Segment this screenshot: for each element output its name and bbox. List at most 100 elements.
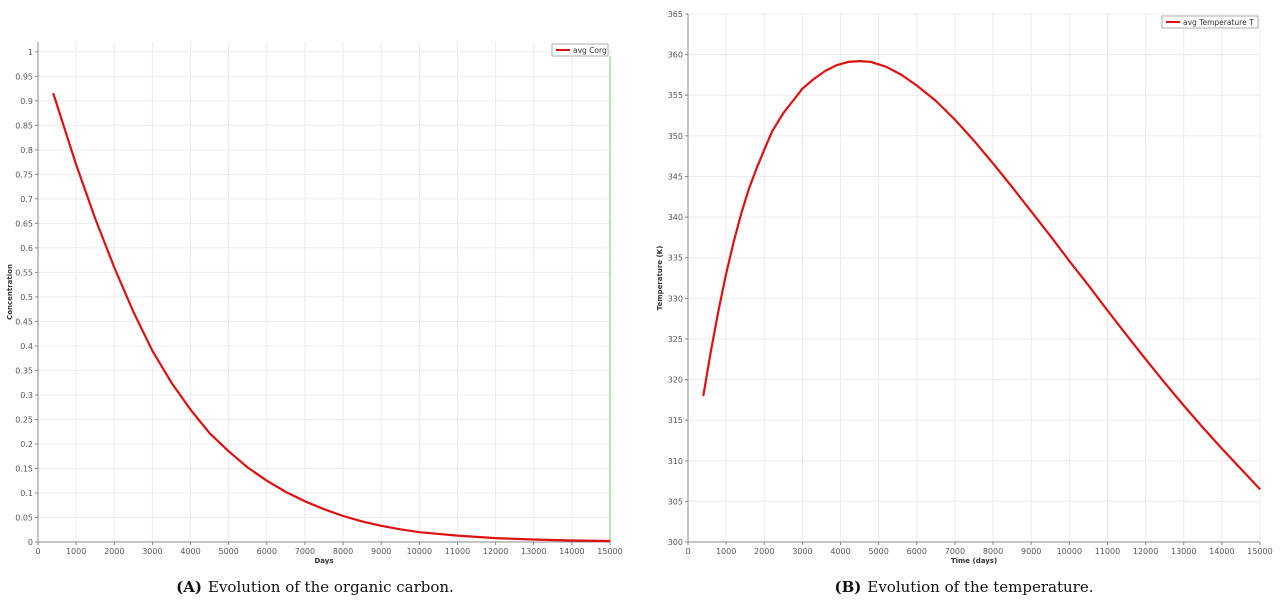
chart-a-y-tick-label: 0.3: [20, 391, 33, 400]
chart-b-data-point: [1106, 309, 1109, 312]
chart-b-data-point: [954, 119, 956, 121]
chart-b-data-point: [1030, 210, 1032, 212]
chart-a-y-tick-label: 0.45: [15, 317, 33, 326]
caption-b: (B) Evolution of the temperature.: [835, 578, 1094, 596]
chart-a-x-tick-label: 8000: [333, 547, 353, 556]
chart-b-data-point: [935, 100, 937, 102]
caption-a: (A) Evolution of the organic carbon.: [176, 578, 454, 596]
chart-a-x-tick-label: 3000: [142, 547, 162, 556]
chart-b-data-point: [1125, 334, 1128, 336]
chart-b-x-tick-label: 15000: [1247, 547, 1272, 556]
chart-a-data-point: [418, 531, 420, 533]
chart-a-x-tick-label: 13000: [521, 547, 546, 556]
chart-a-series-line: [52, 93, 611, 543]
chart-b-y-tick-label: 345: [668, 172, 683, 181]
chart-a-data-point: [399, 528, 401, 530]
chart-a-x-tick-label: 14000: [559, 547, 584, 556]
chart-a-legend-label: avg Corg: [573, 46, 607, 55]
chart-a-data-point: [209, 432, 211, 434]
chart-b-series-line: [702, 60, 1261, 490]
chart-b-x-tick-label: 3000: [792, 547, 812, 556]
chart-b-data-point: [1011, 186, 1013, 188]
chart-a-y-tick-label: 0.95: [15, 72, 33, 81]
chart-a-y-tick-label: 0.6: [20, 244, 33, 253]
chart-b-data-point: [1068, 260, 1070, 262]
chart-a-data-point: [285, 491, 287, 493]
chart-b-data-point: [740, 212, 742, 214]
chart-b-data-point: [824, 70, 826, 72]
chart-b-x-tick-label: 1000: [716, 547, 736, 556]
chart-b-data-point: [900, 74, 903, 76]
chart-a-y-tick-label: 0.15: [15, 464, 33, 473]
chart-b-data-point: [1164, 382, 1166, 384]
chart-b-data-point: [717, 309, 720, 312]
chart-b-y-tick-label: 360: [668, 51, 683, 60]
chart-b-x-tick-label: 9000: [1021, 547, 1041, 556]
chart-a-x-tick-label: 4000: [180, 547, 200, 556]
chart-b-y-tick-label: 305: [668, 497, 683, 506]
chart-b-data-point: [813, 78, 815, 80]
chart-b-data-point: [756, 167, 758, 169]
chart-a-x-tick-label: 15000: [597, 547, 622, 556]
chart-b-data-point: [847, 61, 849, 63]
chart-b-data-point: [973, 140, 975, 142]
chart-a-x-tick-label: 5000: [218, 547, 238, 556]
chart-a-data-point: [342, 515, 344, 517]
chart-b-data-point: [870, 61, 872, 63]
chart-a-data-point: [151, 350, 153, 352]
chart-b-data-point: [885, 66, 887, 68]
caption-a-tag: (A): [176, 578, 202, 596]
chart-b-y-tick-label: 310: [668, 457, 683, 466]
chart-a-y-tick-label: 0.25: [15, 415, 33, 424]
chart-b-data-point: [1259, 488, 1261, 490]
chart-b-data-point: [801, 88, 804, 90]
chart-a-data-point: [456, 535, 459, 537]
chart-a-data-point: [247, 466, 249, 469]
chart-b-data-point: [794, 97, 796, 100]
chart-a-x-tick-label: 7000: [295, 547, 315, 556]
chart-a-x-axis-title: Days: [314, 557, 333, 565]
chart-panel-a: 0 1000 2000 3000 4000 5000 6000 7000 8000 9000 100…: [6, 42, 623, 565]
chart-b-data-point: [771, 131, 773, 133]
chart-a-y-tick-label: 0.9: [20, 97, 33, 106]
chart-b-data-point: [1240, 468, 1242, 470]
chart-b-data-point: [992, 162, 994, 165]
caption-b-text: Evolution of the temperature.: [867, 578, 1093, 596]
chart-b-data-point: [710, 350, 712, 352]
chart-b-x-tick-label: 14000: [1209, 547, 1234, 556]
caption-b-tag: (B): [835, 578, 862, 596]
chart-b-data-point: [702, 395, 704, 397]
chart-a-y-tick-label: 0.8: [20, 146, 33, 155]
chart-b-y-tick-label: 335: [668, 254, 683, 263]
chart-a-y-tick-label: 0.4: [20, 342, 33, 351]
chart-b-y-tick-label: 325: [668, 335, 683, 344]
chart-a-y-tick-label: 0.55: [15, 268, 33, 277]
chart-b-data-point: [763, 149, 765, 151]
chart-b-data-point: [1145, 358, 1147, 360]
chart-b-y-tick-label: 330: [668, 294, 683, 303]
chart-a-x-tick-label: 12000: [483, 547, 508, 556]
chart-a-data-point: [189, 409, 192, 411]
chart-a-x-tick-label: 9000: [371, 547, 391, 556]
chart-b-data-point: [725, 273, 727, 275]
chart-a-data-point: [113, 266, 115, 269]
chart-b-data-point: [1183, 404, 1185, 407]
chart-a-x-tick-label: 10000: [407, 547, 432, 556]
chart-a-y-tick-label: 0.7: [20, 195, 33, 204]
chart-a-data-point: [571, 539, 573, 542]
chart-b-data-point: [748, 188, 750, 190]
chart-b-x-tick-label: 13000: [1171, 547, 1196, 556]
chart-b-legend-label: avg Temperature T: [1183, 18, 1254, 27]
chart-b-data-point: [733, 240, 735, 243]
chart-a-y-tick-label: 0.1: [20, 489, 33, 498]
chart-a-y-tick-label: 1: [28, 48, 33, 57]
chart-a-data-point: [228, 450, 230, 452]
chart-a-y-tick-label: 0.05: [15, 513, 33, 522]
chart-b-x-tick-label: 11000: [1095, 547, 1120, 556]
chart-a-x-tick-label: 1000: [66, 547, 86, 556]
chart-a-data-point: [495, 537, 497, 539]
chart-b-data-point: [1202, 426, 1204, 429]
chart-a-x-tick-label: 2000: [104, 547, 124, 556]
chart-b-x-tick-label: 4000: [830, 547, 850, 556]
